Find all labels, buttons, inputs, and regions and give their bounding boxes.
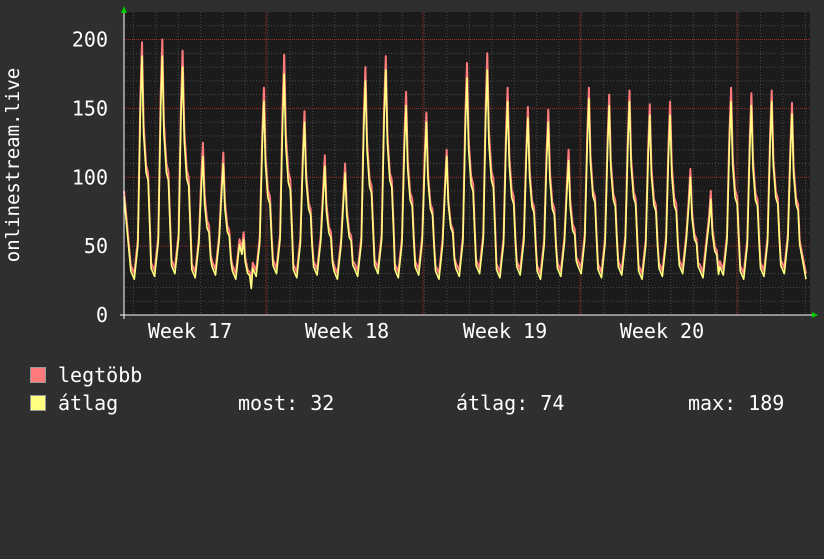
- stat-now: most: 32: [238, 391, 335, 415]
- legend-label-max: legtöbb: [58, 363, 143, 387]
- y-tick-label: 200: [72, 28, 108, 52]
- x-tick-label: Week 17: [148, 319, 232, 343]
- y-tick-label: 100: [72, 165, 108, 189]
- stat-avg: átlag: 74: [456, 391, 565, 415]
- chart-svg: 0 50 100 150 200 Week 17 Week 18 Week 19 Week 2…: [2, 6, 818, 343]
- y-ticks: 0 50 100 150 200: [72, 28, 108, 327]
- y-tick-label: 50: [84, 234, 108, 258]
- y-tick-label: 150: [72, 96, 108, 120]
- legend-swatch-max: [30, 367, 46, 383]
- y-axis-arrow-icon: [121, 6, 127, 13]
- chart: 0 50 100 150 200 Week 17 Week 18 Week 19 Week 2…: [2, 6, 818, 415]
- stat-max: max: 189: [688, 391, 785, 415]
- legend-item-avg: átlag most: 32 átlag: 74 max: 189: [30, 391, 810, 415]
- y-tick-label: 0: [96, 303, 108, 327]
- x-tick-label: Week 19: [463, 319, 547, 343]
- x-tick-label: Week 20: [620, 319, 704, 343]
- legend-item-max: legtöbb: [30, 363, 142, 387]
- axes: [120, 6, 818, 319]
- series-line-avg: [123, 55, 807, 290]
- x-axis-arrow-icon: [812, 312, 818, 318]
- y-axis-label: onlinestream.live: [2, 68, 24, 262]
- legend-label-avg: átlag: [58, 391, 119, 415]
- series-layer: [123, 38, 807, 290]
- legend-swatch-avg: [30, 395, 46, 411]
- x-ticks: Week 17 Week 18 Week 19 Week 20: [148, 319, 704, 343]
- x-tick-label: Week 18: [305, 319, 389, 343]
